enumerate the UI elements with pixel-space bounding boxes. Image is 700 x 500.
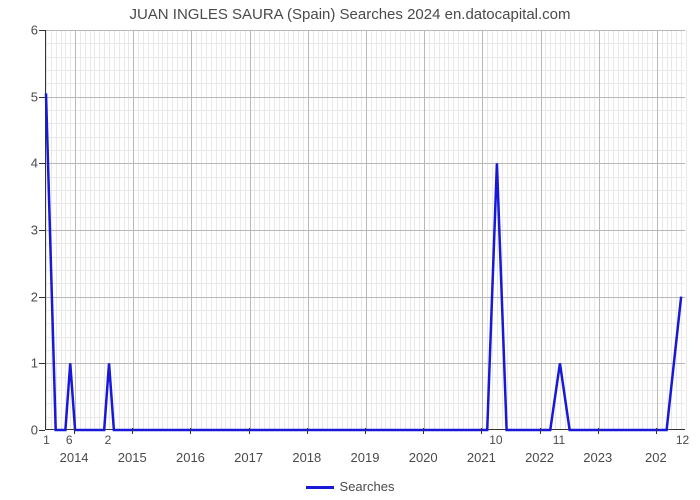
x-tick-label-year: 2022 bbox=[525, 450, 554, 465]
y-tick-label: 4 bbox=[8, 156, 38, 171]
x-tick-label-year: 2019 bbox=[351, 450, 380, 465]
x-tick-label-month: 1 bbox=[43, 433, 50, 447]
legend-label: Searches bbox=[340, 479, 395, 494]
y-tick-label: 1 bbox=[8, 356, 38, 371]
x-tick-label-year: 2018 bbox=[292, 450, 321, 465]
x-tick-label-month: 2 bbox=[105, 433, 112, 447]
x-tick-label-year: 202 bbox=[645, 450, 667, 465]
series-line bbox=[46, 30, 686, 430]
x-tick-label-year: 2023 bbox=[583, 450, 612, 465]
legend-swatch bbox=[306, 486, 334, 489]
x-tick-label-month: 6 bbox=[66, 433, 73, 447]
x-tick-label-year: 2017 bbox=[234, 450, 263, 465]
searches-chart: JUAN INGLES SAURA (Spain) Searches 2024 … bbox=[0, 0, 700, 500]
y-tick-label: 3 bbox=[8, 223, 38, 238]
x-tick-label-month: 12 bbox=[676, 433, 689, 447]
y-tick-label: 0 bbox=[8, 423, 38, 438]
x-tick-label-month: 11 bbox=[553, 433, 565, 447]
x-tick-label-year: 2014 bbox=[60, 450, 89, 465]
y-tick-label: 2 bbox=[8, 289, 38, 304]
plot-area bbox=[45, 30, 685, 430]
x-tick-label-year: 2020 bbox=[409, 450, 438, 465]
y-tick-label: 5 bbox=[8, 89, 38, 104]
legend: Searches bbox=[0, 479, 700, 494]
x-tick-label-year: 2021 bbox=[467, 450, 496, 465]
y-tick-label: 6 bbox=[8, 23, 38, 38]
chart-title: JUAN INGLES SAURA (Spain) Searches 2024 … bbox=[0, 6, 700, 23]
x-tick-label-year: 2016 bbox=[176, 450, 205, 465]
x-tick-label-month: 10 bbox=[489, 433, 502, 447]
x-tick-label-year: 2015 bbox=[118, 450, 147, 465]
